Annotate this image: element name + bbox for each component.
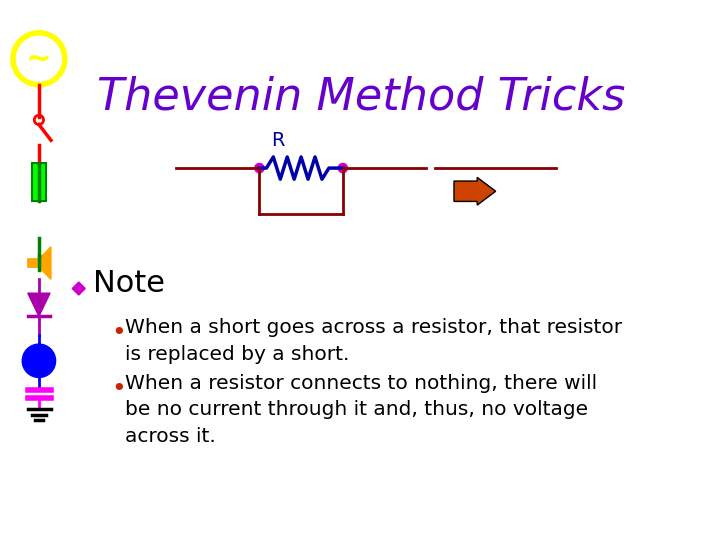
Polygon shape: [28, 293, 50, 316]
FancyBboxPatch shape: [32, 164, 46, 200]
Polygon shape: [72, 282, 85, 295]
Circle shape: [22, 344, 55, 377]
Text: •: •: [111, 376, 126, 401]
Polygon shape: [28, 247, 51, 279]
FancyArrow shape: [454, 177, 495, 205]
Text: Thevenin Method Tricks: Thevenin Method Tricks: [97, 76, 626, 118]
Circle shape: [255, 164, 264, 173]
Text: R: R: [271, 131, 284, 150]
Text: •: •: [111, 321, 126, 345]
Circle shape: [338, 164, 348, 173]
Text: When a short goes across a resistor, that resistor
is replaced by a short.: When a short goes across a resistor, tha…: [125, 318, 622, 363]
Text: ~: ~: [26, 44, 52, 73]
Text: When a resistor connects to nothing, there will
be no current through it and, th: When a resistor connects to nothing, the…: [125, 374, 597, 446]
Text: Note: Note: [93, 269, 165, 299]
